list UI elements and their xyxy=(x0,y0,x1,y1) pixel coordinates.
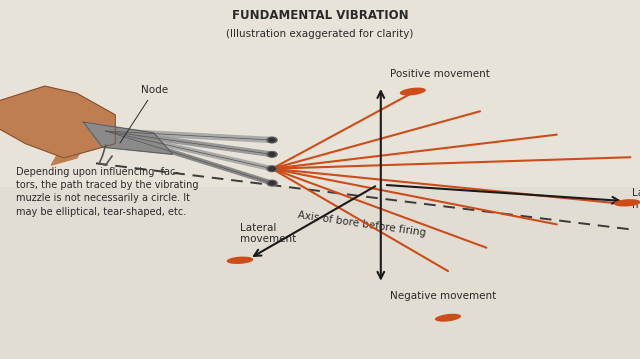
Text: Lateral
movement: Lateral movement xyxy=(240,223,296,244)
Text: Depending upon influencing  fac-
tors, the path traced by the vibrating
muzzle i: Depending upon influencing fac- tors, th… xyxy=(16,167,198,216)
Ellipse shape xyxy=(614,199,640,206)
Circle shape xyxy=(269,138,275,142)
Circle shape xyxy=(269,153,275,156)
Polygon shape xyxy=(83,122,173,154)
Circle shape xyxy=(267,166,277,172)
Bar xyxy=(0,187,640,359)
Text: Node: Node xyxy=(120,85,168,143)
Text: Axis of bore before firing: Axis of bore before firing xyxy=(297,210,426,238)
Polygon shape xyxy=(51,136,90,165)
Ellipse shape xyxy=(227,257,253,264)
Polygon shape xyxy=(0,86,115,158)
Circle shape xyxy=(269,167,275,171)
Text: FUNDAMENTAL VIBRATION: FUNDAMENTAL VIBRATION xyxy=(232,9,408,22)
Circle shape xyxy=(267,180,277,186)
Text: Negative movement: Negative movement xyxy=(390,291,497,301)
Text: Positive movement: Positive movement xyxy=(390,69,490,79)
Circle shape xyxy=(267,137,277,143)
Text: Lateral
movement: Lateral movement xyxy=(632,188,640,210)
Ellipse shape xyxy=(400,88,426,95)
Text: (Illustration exaggerated for clarity): (Illustration exaggerated for clarity) xyxy=(227,29,413,39)
Circle shape xyxy=(269,181,275,185)
Circle shape xyxy=(267,151,277,157)
Ellipse shape xyxy=(435,314,461,322)
